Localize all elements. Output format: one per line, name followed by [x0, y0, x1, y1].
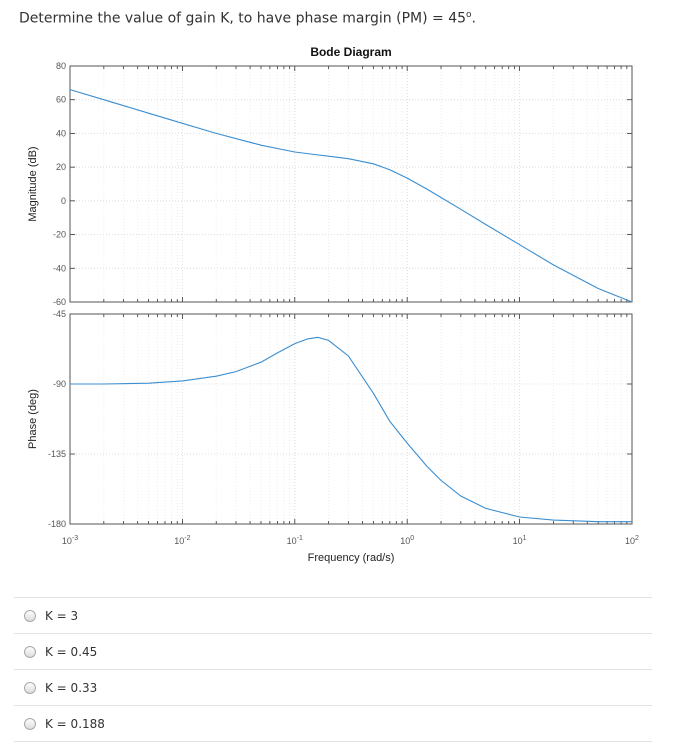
magnitude-curve — [69, 89, 633, 303]
xtick-label: 101 — [513, 535, 527, 546]
answer-label-1: K = 3 — [45, 608, 79, 623]
chart-title: Bode Diagram — [310, 45, 391, 59]
xtick-base: 10 — [513, 536, 523, 546]
phase-ylabel: Phase (deg) — [27, 389, 39, 449]
answer-option-4[interactable]: K = 0.188 — [14, 705, 652, 742]
xtick-base: 10 — [400, 536, 410, 546]
magnitude-plot-area — [70, 66, 632, 302]
xtick-base: 10 — [62, 536, 72, 546]
question-text: Determine the value of gain K, to have p… — [19, 10, 476, 27]
xtick-exponent: -3 — [72, 535, 78, 542]
answer-label-2: K = 0.45 — [45, 644, 98, 659]
phase-ytick-label: -90 — [53, 379, 66, 389]
answer-option-3[interactable]: K = 0.33 — [14, 669, 652, 705]
xtick-exponent: 1 — [523, 535, 527, 542]
xtick-base: 10 — [287, 536, 297, 546]
magnitude-ylabel: Magnitude (dB) — [27, 146, 39, 221]
answer-label-3: K = 0.33 — [45, 680, 98, 695]
radio-button-2[interactable] — [24, 645, 36, 658]
xtick-label: 10-2 — [174, 535, 190, 546]
magnitude-ytick-label: -60 — [53, 297, 66, 307]
phase-ytick-label: -45 — [53, 309, 66, 319]
radio-button-4[interactable] — [24, 717, 36, 730]
magnitude-ytick-label: 60 — [56, 95, 66, 105]
bode-diagram: Bode Diagram806040200-20-40-60Magnitude … — [27, 45, 639, 564]
phase-plot-area — [70, 314, 632, 524]
xtick-exponent: 0 — [410, 535, 414, 542]
xtick-label: 10-1 — [287, 535, 303, 546]
magnitude-ytick-label: -20 — [53, 230, 66, 240]
phase-ytick-label: -180 — [48, 519, 66, 529]
magnitude-ytick-label: 0 — [61, 196, 66, 206]
magnitude-ytick-label: 80 — [56, 61, 66, 71]
answer-option-1[interactable]: K = 3 — [14, 597, 652, 633]
radio-button-3[interactable] — [24, 681, 36, 694]
radio-button-1[interactable] — [24, 609, 36, 622]
answer-option-2[interactable]: K = 0.45 — [14, 633, 652, 669]
question-main: Determine the value of gain K, to have p… — [19, 10, 467, 27]
magnitude-ytick-label: -40 — [53, 263, 66, 273]
xtick-base: 10 — [174, 536, 184, 546]
xtick-label: 100 — [400, 535, 414, 546]
magnitude-frame — [69, 65, 633, 303]
xtick-exponent: -2 — [184, 535, 190, 542]
answer-label-4: K = 0.188 — [45, 716, 105, 731]
xtick-exponent: -1 — [297, 535, 303, 542]
degree-symbol: o — [466, 10, 472, 20]
xtick-label: 10-3 — [62, 535, 78, 546]
answer-options: K = 3 K = 0.45 K = 0.33 K = 0.188 — [14, 597, 652, 742]
magnitude-ytick-label: 20 — [56, 162, 66, 172]
chart-xlabel: Frequency (rad/s) — [308, 552, 395, 564]
phase-curve — [70, 336, 632, 523]
magnitude-ytick-label: 40 — [56, 128, 66, 138]
xtick-label: 102 — [625, 535, 639, 546]
phase-frame — [69, 313, 633, 525]
phase-ytick-label: -135 — [48, 449, 66, 459]
xtick-exponent: 2 — [635, 535, 639, 542]
question-end: . — [471, 10, 476, 27]
xtick-base: 10 — [625, 536, 635, 546]
